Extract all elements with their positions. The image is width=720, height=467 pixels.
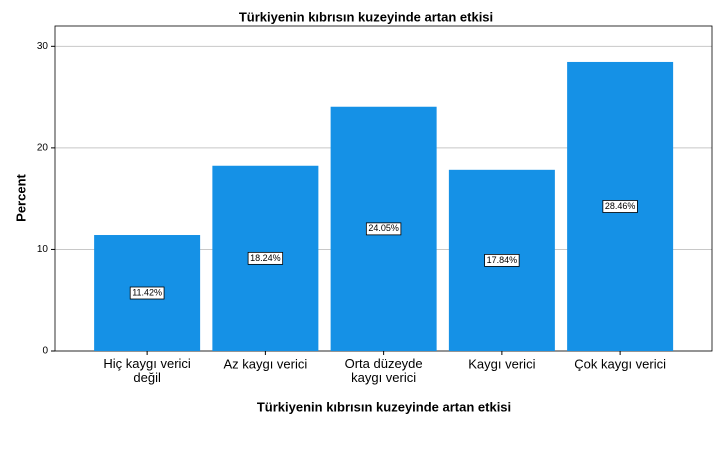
value-label-box xyxy=(365,222,402,236)
value-label: 24.05% xyxy=(365,222,402,236)
y-tick-label: 0 xyxy=(42,346,48,357)
y-tick-label: 10 xyxy=(37,244,49,255)
y-axis-title: Percent xyxy=(13,173,28,221)
value-label: 11.42% xyxy=(129,286,165,300)
value-label-box xyxy=(247,251,284,265)
x-tick-label: Az kaygı verici xyxy=(223,356,307,371)
x-tick-label: Kaygı verici xyxy=(468,356,535,371)
value-label-text: 18.24% xyxy=(250,253,281,263)
value-label: 28.46% xyxy=(602,200,638,213)
x-tick-label: Orta düzeyde kaygı verici xyxy=(345,356,423,385)
y-tick-label: 20 xyxy=(37,143,49,154)
value-label-text: 28.46% xyxy=(605,201,636,211)
value-label-box xyxy=(484,254,520,267)
value-label-text: 11.42% xyxy=(132,287,162,297)
value-label-box xyxy=(129,286,165,300)
value-label-text: 17.84% xyxy=(487,255,518,265)
x-tick-label: Çok kaygı verici xyxy=(574,356,666,371)
chart-title: Türkiyenin kıbrısın kuzeyinde artan etki… xyxy=(239,9,493,24)
x-tick-label: Hiç kaygı verici değil xyxy=(103,356,191,385)
value-label-box xyxy=(602,200,638,213)
value-label-text: 24.05% xyxy=(368,223,399,233)
x-axis-title: Türkiyenin kıbrısın kuzeyinde artan etki… xyxy=(257,399,511,414)
value-label: 18.24% xyxy=(247,251,284,265)
y-tick-label: 30 xyxy=(37,41,49,52)
value-label: 17.84% xyxy=(484,254,520,267)
